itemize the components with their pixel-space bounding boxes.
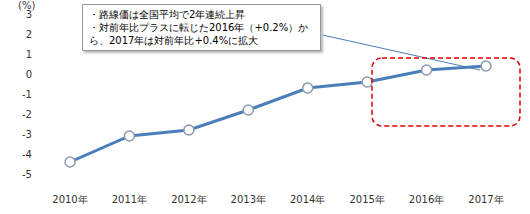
svg-text:-2: -2 — [22, 109, 32, 120]
svg-text:2: 2 — [26, 29, 32, 40]
html-text:・路線価は全国平均で2年連続上昇: ・路線価は全国平均で2年連続上昇 — [89, 9, 246, 20]
svg-text:2013年: 2013年 — [231, 194, 266, 205]
svg-text:2015年: 2015年 — [349, 194, 384, 205]
svg-text:2017年: 2017年 — [468, 194, 503, 205]
svg-text:-4: -4 — [22, 149, 32, 160]
svg-text:2016年: 2016年 — [409, 194, 444, 205]
svg-text:-5: -5 — [22, 169, 32, 180]
svg-text:3: 3 — [26, 9, 32, 20]
svg-text:2012年: 2012年 — [171, 194, 206, 205]
svg-text:2014年: 2014年 — [290, 194, 325, 205]
svg-text:-1: -1 — [22, 89, 32, 100]
svg-text:2010年: 2010年 — [52, 194, 87, 205]
svg-text:0: 0 — [26, 69, 32, 80]
html-text:・対前年比プラスに転じた2016年（+0.2%）から、201: ・対前年比プラスに転じた2016年（+0.2%）から、2017年は対前年比+0.… — [89, 22, 309, 46]
svg-text:2011年: 2011年 — [112, 194, 147, 205]
svg-text:-3: -3 — [22, 129, 32, 140]
svg-text:1: 1 — [26, 49, 32, 60]
